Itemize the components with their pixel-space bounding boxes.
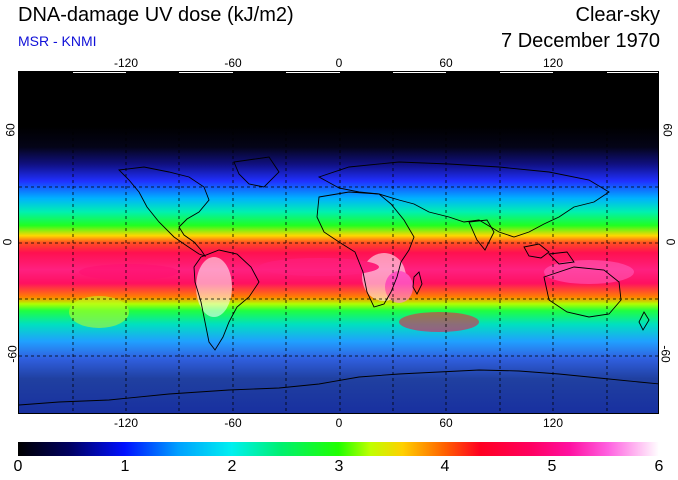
- lon-tick-bottom: 120: [542, 416, 564, 430]
- lat-tick-right: 0: [663, 238, 678, 246]
- uv-field-patches: [69, 253, 634, 332]
- graticule: [19, 72, 658, 413]
- colorbar-label: 6: [654, 458, 664, 475]
- colorbar-label: 2: [227, 458, 237, 475]
- colorbar: [18, 442, 659, 456]
- lon-tick-bottom: 0: [335, 416, 343, 430]
- date-label: 7 December 1970: [501, 30, 660, 52]
- lon-tick-top: -120: [113, 56, 139, 70]
- lat-tick-right: -60: [658, 345, 673, 363]
- colorbar-label: 1: [120, 458, 130, 475]
- colorbar-label: 0: [13, 458, 23, 475]
- lon-tick-bottom: -120: [113, 416, 139, 430]
- colorbar-label: 4: [440, 458, 450, 475]
- lon-tick-top: -60: [224, 56, 242, 70]
- map-overlay: [19, 72, 658, 413]
- colorbar-label: 5: [547, 458, 557, 475]
- sky-condition-label: Clear-sky: [575, 4, 660, 26]
- lon-tick-top: 0: [335, 56, 343, 70]
- figure-title: DNA-damage UV dose (kJ/m2): [18, 4, 294, 26]
- lon-tick-top: 60: [439, 56, 453, 70]
- coastlines: [19, 156, 658, 406]
- lat-tick-right: 60: [660, 123, 675, 137]
- lat-tick-left: 0: [0, 238, 15, 246]
- colorbar-label: 3: [334, 458, 344, 475]
- lat-tick-left: 60: [3, 123, 18, 137]
- lon-tick-bottom: -60: [224, 416, 242, 430]
- credit-label: MSR - KNMI: [18, 33, 97, 49]
- lon-tick-bottom: 60: [439, 416, 453, 430]
- lon-tick-top: 120: [542, 56, 564, 70]
- uv-dose-map: [18, 71, 659, 414]
- lat-tick-left: -60: [5, 345, 20, 363]
